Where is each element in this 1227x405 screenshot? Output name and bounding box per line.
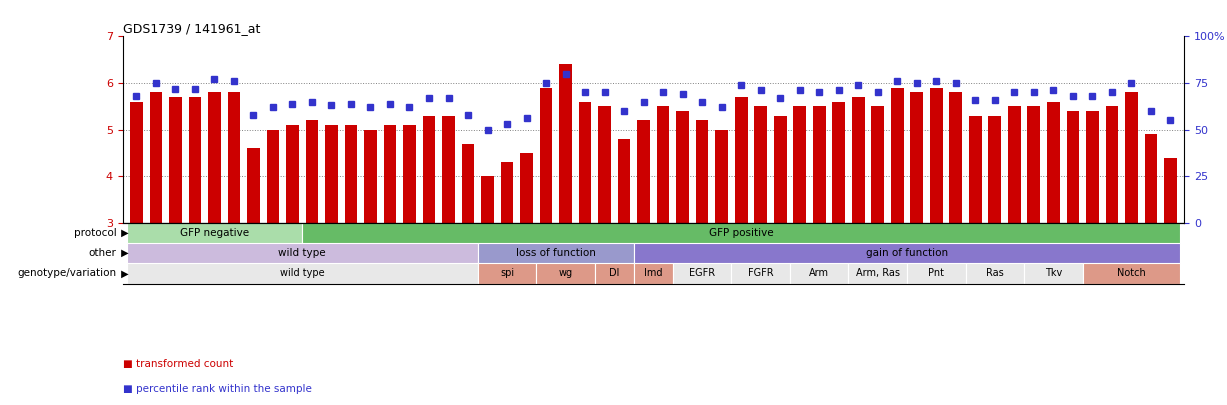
Bar (325, 125, 337, 223)
Bar (1025, 263, 1082, 284)
Text: GFP negative: GFP negative (180, 228, 249, 238)
Bar (599, 107, 611, 223)
Bar (477, 263, 536, 284)
Bar (849, 263, 907, 284)
Bar (442, 116, 455, 223)
Bar (422, 116, 436, 223)
Bar (950, 92, 962, 223)
Text: Arm: Arm (810, 269, 829, 278)
Text: FGFR: FGFR (748, 269, 773, 278)
Bar (1106, 107, 1118, 223)
Bar (130, 102, 142, 223)
Text: wild type: wild type (280, 269, 324, 278)
Text: Dl: Dl (609, 269, 620, 278)
Text: protocol: protocol (74, 228, 117, 238)
Bar (227, 92, 240, 223)
Bar (966, 263, 1025, 284)
Bar (755, 107, 767, 223)
Bar (731, 263, 790, 284)
Bar (150, 92, 162, 223)
Text: loss of function: loss of function (515, 248, 596, 258)
Bar (286, 125, 299, 223)
Text: gain of function: gain of function (866, 248, 948, 258)
Bar (501, 162, 513, 223)
Bar (189, 97, 201, 223)
Text: EGFR: EGFR (690, 269, 715, 278)
Bar (634, 263, 672, 284)
Bar (1164, 158, 1177, 223)
Text: ■ transformed count: ■ transformed count (123, 360, 233, 369)
Text: Ras: Ras (987, 269, 1004, 278)
Text: other: other (88, 248, 117, 258)
Bar (579, 102, 591, 223)
Bar (672, 263, 731, 284)
Text: Notch: Notch (1117, 269, 1146, 278)
Bar (169, 97, 182, 223)
Bar (520, 153, 533, 223)
Bar (247, 148, 260, 223)
Bar (637, 120, 650, 223)
Bar (345, 125, 357, 223)
Bar (306, 120, 318, 223)
Bar (989, 116, 1001, 223)
Bar (461, 144, 475, 223)
Text: ▶: ▶ (118, 228, 129, 238)
Text: genotype/variation: genotype/variation (17, 269, 117, 278)
Bar (1086, 111, 1098, 223)
Bar (832, 102, 845, 223)
Text: ▶: ▶ (118, 269, 129, 278)
Bar (852, 97, 865, 223)
Bar (126, 223, 302, 243)
Text: Imd: Imd (644, 269, 663, 278)
Bar (812, 107, 826, 223)
Bar (560, 64, 572, 223)
Text: wild type: wild type (279, 248, 326, 258)
Bar (774, 116, 787, 223)
Bar (735, 97, 747, 223)
Bar (656, 107, 670, 223)
Bar (1047, 102, 1060, 223)
Bar (696, 120, 708, 223)
Text: GDS1739 / 141961_at: GDS1739 / 141961_at (123, 22, 260, 35)
Bar (634, 243, 1180, 263)
Bar (540, 88, 552, 223)
Bar (1007, 107, 1021, 223)
Bar (676, 111, 690, 223)
Bar (1125, 92, 1137, 223)
Bar (266, 130, 280, 223)
Bar (481, 176, 494, 223)
Text: Pnt: Pnt (929, 269, 945, 278)
Bar (302, 223, 1180, 243)
Bar (1145, 134, 1157, 223)
Bar (384, 125, 396, 223)
Bar (404, 125, 416, 223)
Bar (477, 243, 634, 263)
Bar (891, 88, 903, 223)
Bar (910, 92, 923, 223)
Bar (790, 263, 849, 284)
Text: wg: wg (558, 269, 573, 278)
Text: Tkv: Tkv (1044, 269, 1061, 278)
Bar (595, 263, 634, 284)
Text: GFP positive: GFP positive (709, 228, 773, 238)
Text: spi: spi (499, 269, 514, 278)
Bar (715, 130, 728, 223)
Bar (907, 263, 966, 284)
Bar (536, 263, 595, 284)
Bar (364, 130, 377, 223)
Bar (209, 92, 221, 223)
Text: Arm, Ras: Arm, Ras (855, 269, 899, 278)
Bar (1027, 107, 1040, 223)
Bar (617, 139, 631, 223)
Bar (930, 88, 942, 223)
Text: ▶: ▶ (118, 248, 129, 258)
Bar (871, 107, 885, 223)
Bar (126, 243, 477, 263)
Bar (126, 263, 477, 284)
Bar (1066, 111, 1080, 223)
Bar (969, 116, 982, 223)
Text: ■ percentile rank within the sample: ■ percentile rank within the sample (123, 384, 312, 394)
Bar (1082, 263, 1180, 284)
Bar (794, 107, 806, 223)
